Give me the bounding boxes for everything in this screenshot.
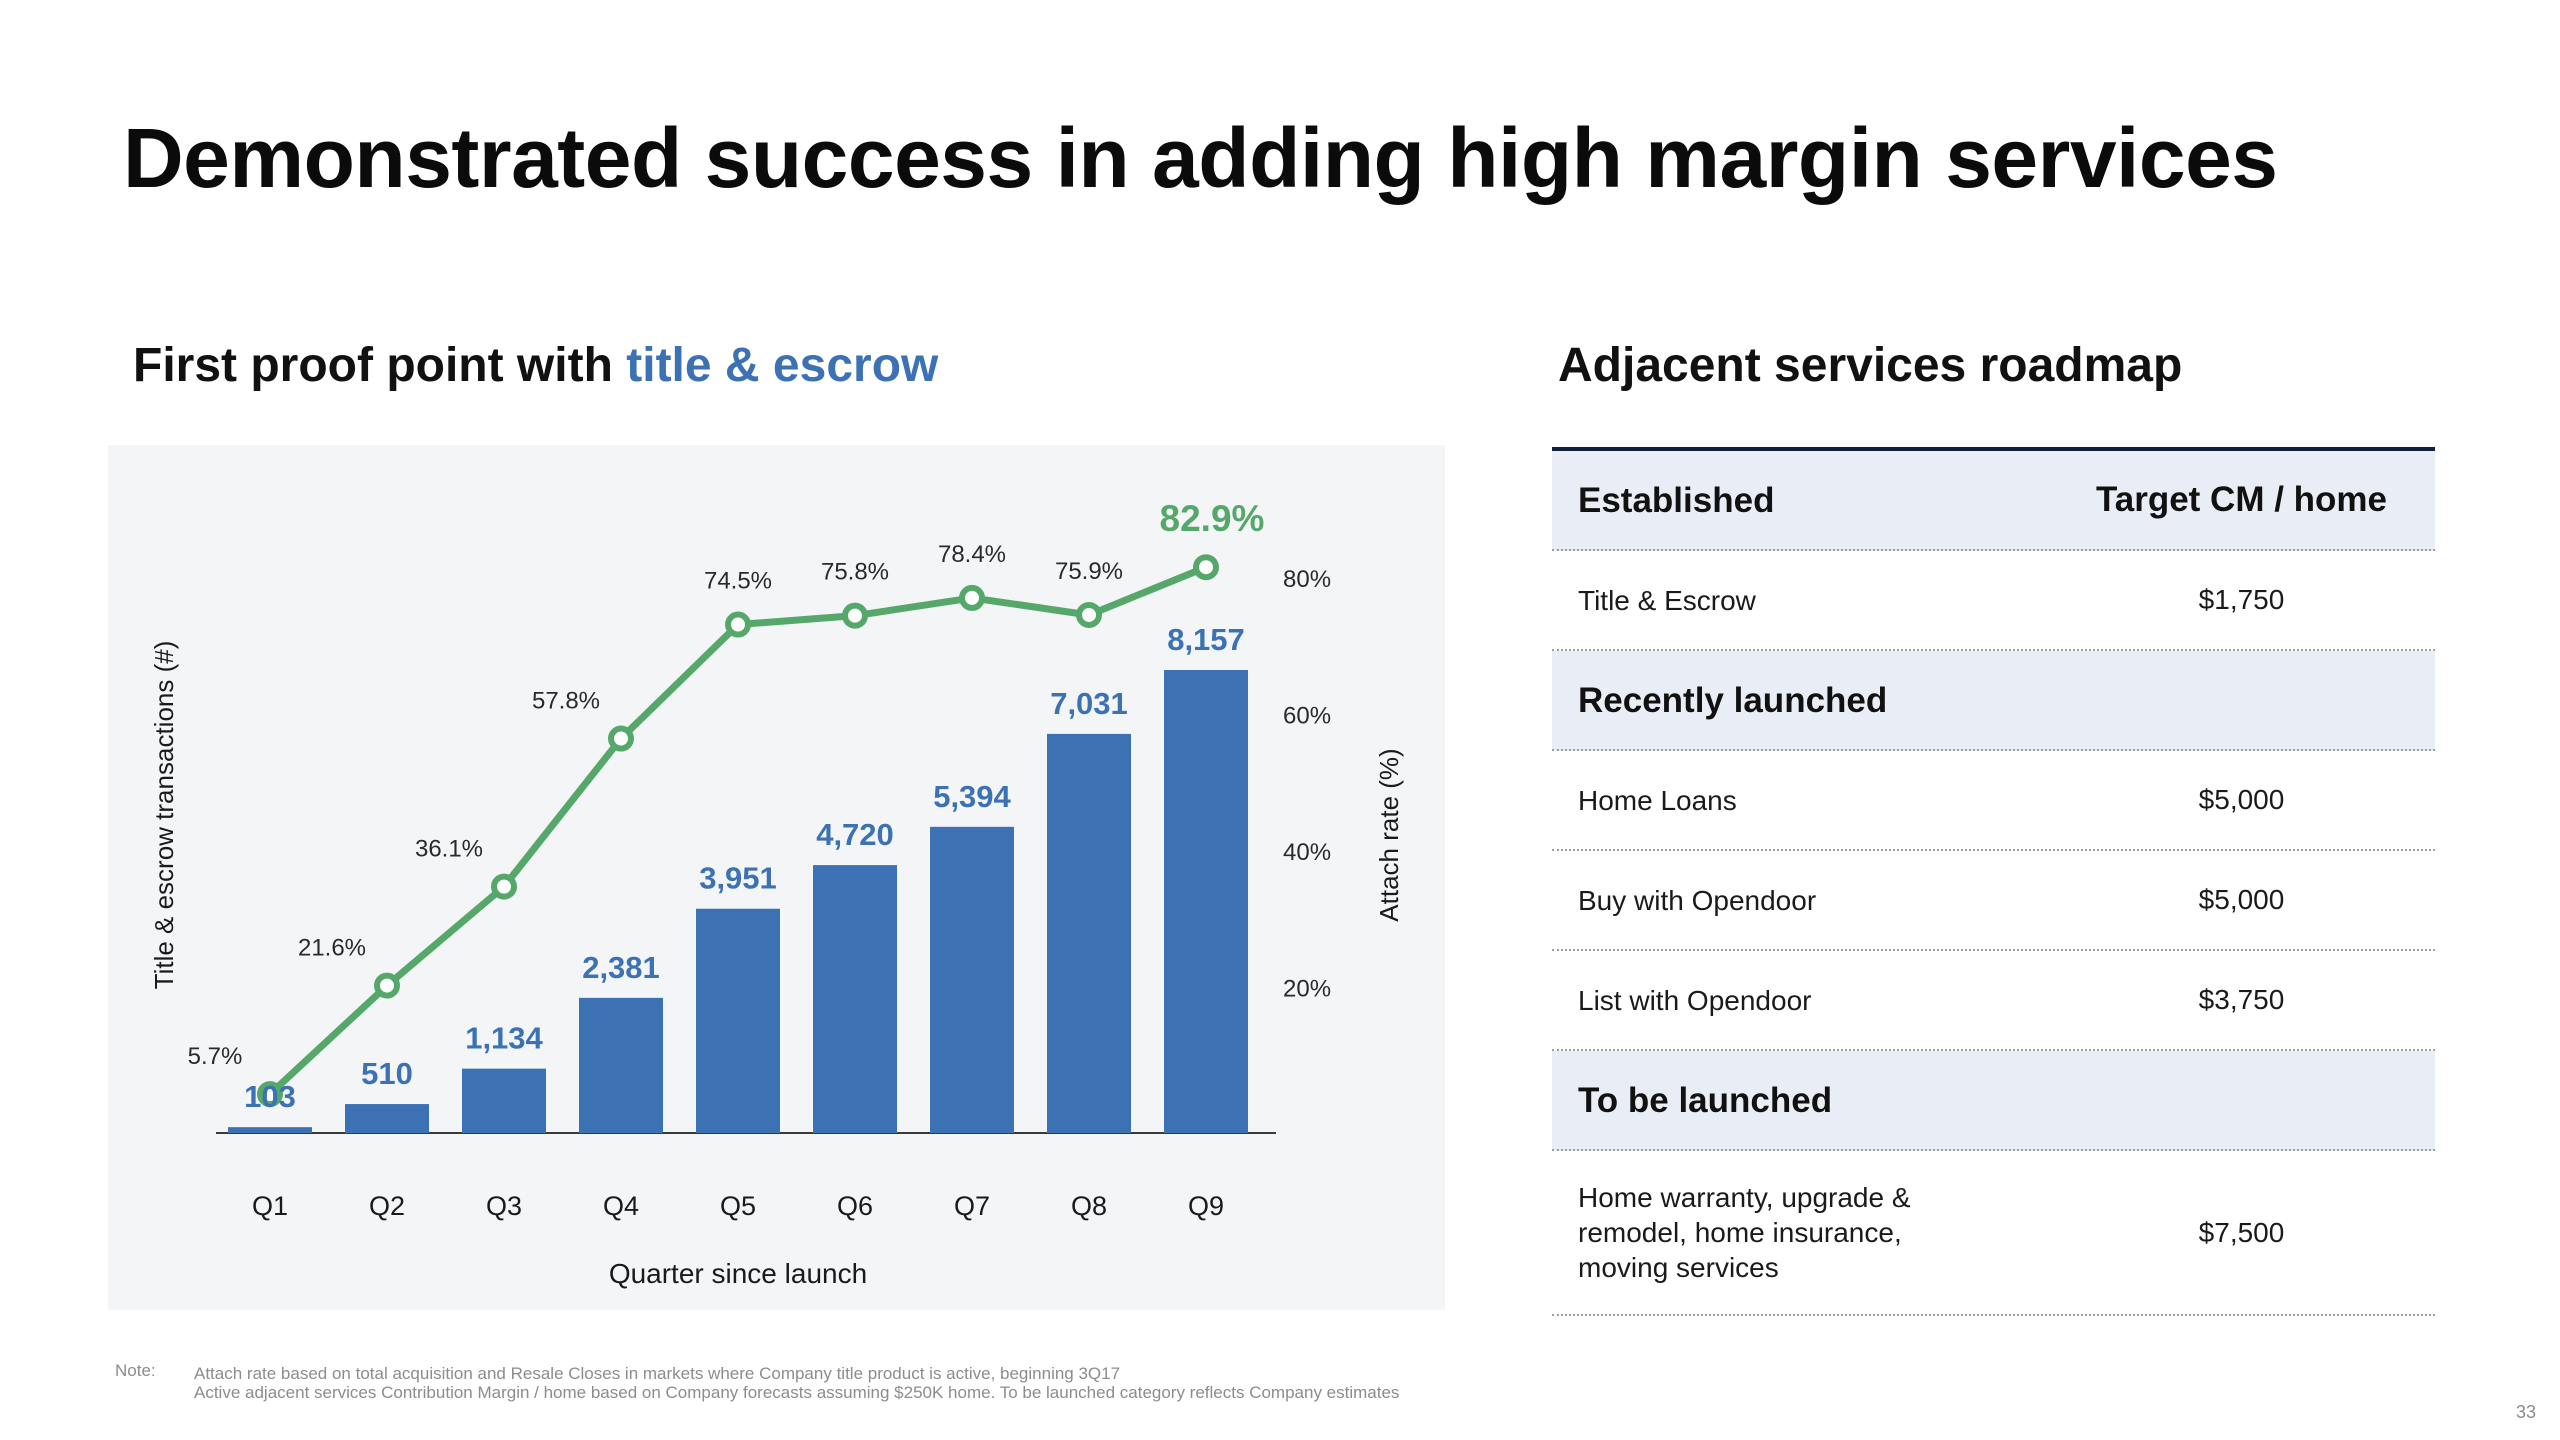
roadmap-row: List with Opendoor $3,750 [1552, 951, 2435, 1051]
attach-rate-point [374, 972, 400, 999]
attach-rate-label: 21.6% [298, 935, 366, 962]
y2-tick-label: 40% [1283, 839, 1331, 866]
service-value: $1,750 [2198, 584, 2285, 615]
chart-panel: 103 Q1 510 Q2 1,134 Q3 2,381 Q4 3,951 Q5 4,720 Q6 5,… [108, 445, 1445, 1310]
roadmap-table: Established Target CM / home Title & Esc… [1552, 447, 2435, 1316]
attach-rate-label: 75.9% [1055, 558, 1123, 585]
section-label: To be launched [1578, 1080, 1833, 1120]
note-text: Attach rate based on total acquisition a… [194, 1364, 1399, 1402]
attach-rate-label: 75.8% [821, 559, 889, 586]
bar-value-label: 103 [244, 1079, 296, 1114]
y2-tick-label: 80% [1283, 566, 1331, 593]
roadmap-row: Home Loans $5,000 [1552, 751, 2435, 851]
chart-heading-accent: title & escrow [626, 339, 939, 392]
service-name: Title & Escrow [1578, 584, 1756, 616]
attach-rate-label: 57.8% [532, 688, 600, 715]
x-tick-label: Q7 [954, 1191, 990, 1221]
service-name: Home Loans [1578, 784, 1737, 816]
bar-value-label: 8,157 [1167, 622, 1245, 657]
attach-rate-label: 36.1% [415, 836, 483, 863]
bar-q3 [462, 1068, 546, 1133]
roadmap-section-to-be-launched: To be launched [1552, 1051, 2435, 1151]
note-label: Note: [115, 1361, 156, 1380]
chart-heading-prefix: First proof point with [133, 339, 627, 392]
chart-heading: First proof point with title & escrow [133, 338, 938, 393]
attach-rate-point [1076, 601, 1102, 628]
attach-rate-point [491, 873, 517, 900]
bar-q4 [579, 997, 663, 1133]
bar-q2 [345, 1104, 429, 1133]
x-tick-label: Q3 [486, 1191, 522, 1221]
bars-layer [216, 670, 1276, 1134]
x-tick-label: Q5 [720, 1191, 756, 1221]
bar-value-label: 3,951 [699, 861, 777, 896]
section-label: Recently launched [1578, 680, 1888, 720]
note-line: Attach rate based on total acquisition a… [194, 1364, 1121, 1383]
x-tick-label: Q4 [603, 1191, 639, 1221]
column-header-target-cm: Target CM / home [2095, 480, 2388, 519]
x-tick-label: Q9 [1188, 1191, 1224, 1221]
attach-rate-label-highlight: 82.9% [1160, 498, 1265, 539]
bar-q8 [1047, 733, 1131, 1133]
x-tick-label: Q1 [252, 1191, 288, 1221]
service-value: $5,000 [2198, 884, 2285, 915]
line-layer [257, 554, 1219, 1108]
bar-value-label: 1,134 [465, 1021, 543, 1056]
note-line: Active adjacent services Contribution Ma… [194, 1383, 1400, 1402]
attach-rate-label: 78.4% [938, 541, 1006, 568]
labels-layer: 103 Q1 510 Q2 1,134 Q3 2,381 Q4 3,951 Q5 4,720 Q6 5,… [149, 498, 1404, 1289]
attach-rate-label: 5.7% [188, 1043, 243, 1070]
attach-rate-point [257, 1081, 283, 1108]
service-value: $5,000 [2198, 784, 2285, 815]
roadmap-heading: Adjacent services roadmap [1558, 339, 2183, 392]
attach-rate-point [725, 611, 751, 638]
roadmap-row: Home warranty, upgrade & remodel, home i… [1552, 1151, 2435, 1316]
attach-rate-point [608, 725, 634, 752]
x-tick-label: Q8 [1071, 1191, 1107, 1221]
section-label: Established [1578, 480, 1775, 520]
service-value: $7,500 [2198, 1216, 2285, 1248]
page-number: 33 [2515, 1402, 2536, 1422]
page-title: Demonstrated success in adding high marg… [123, 111, 2278, 205]
roadmap-row: Buy with Opendoor $5,000 [1552, 851, 2435, 951]
roadmap-row: Title & Escrow $1,750 [1552, 551, 2435, 651]
attach-rate-point [959, 584, 985, 611]
bar-value-label: 5,394 [933, 779, 1011, 814]
y2-tick-label: 60% [1283, 703, 1331, 730]
bar-value-label: 2,381 [582, 950, 660, 985]
attach-rate-label: 74.5% [704, 568, 772, 595]
service-name: List with Opendoor [1578, 984, 1812, 1016]
bar-q6 [813, 865, 897, 1133]
y-axis-title: Title & escrow transactions (#) [149, 641, 179, 990]
roadmap-section-established: Established Target CM / home [1552, 451, 2435, 551]
bar-q9 [1164, 670, 1248, 1133]
attach-rate-point [1193, 554, 1219, 581]
x-tick-label: Q6 [837, 1191, 873, 1221]
x-tick-label: Q2 [369, 1191, 405, 1221]
bar-q7 [930, 826, 1014, 1133]
service-name: Home warranty, upgrade & remodel, home i… [1578, 1182, 1911, 1283]
bar-value-label: 4,720 [816, 817, 894, 852]
service-value: $3,750 [2198, 984, 2285, 1015]
roadmap-section-recently-launched: Recently launched [1552, 651, 2435, 751]
y2-tick-label: 20% [1283, 976, 1331, 1003]
bar-value-label: 510 [361, 1056, 413, 1091]
y2-axis-title: Attach rate (%) [1374, 748, 1404, 921]
bar-value-label: 7,031 [1050, 686, 1128, 721]
attach-rate-point [842, 602, 868, 629]
bar-q1 [228, 1127, 312, 1133]
service-name: Buy with Opendoor [1578, 884, 1817, 916]
bar-q5 [696, 908, 780, 1133]
x-axis-title: Quarter since launch [609, 1258, 867, 1289]
combo-chart: 103 Q1 510 Q2 1,134 Q3 2,381 Q4 3,951 Q5 4,720 Q6 5,… [149, 498, 1404, 1289]
